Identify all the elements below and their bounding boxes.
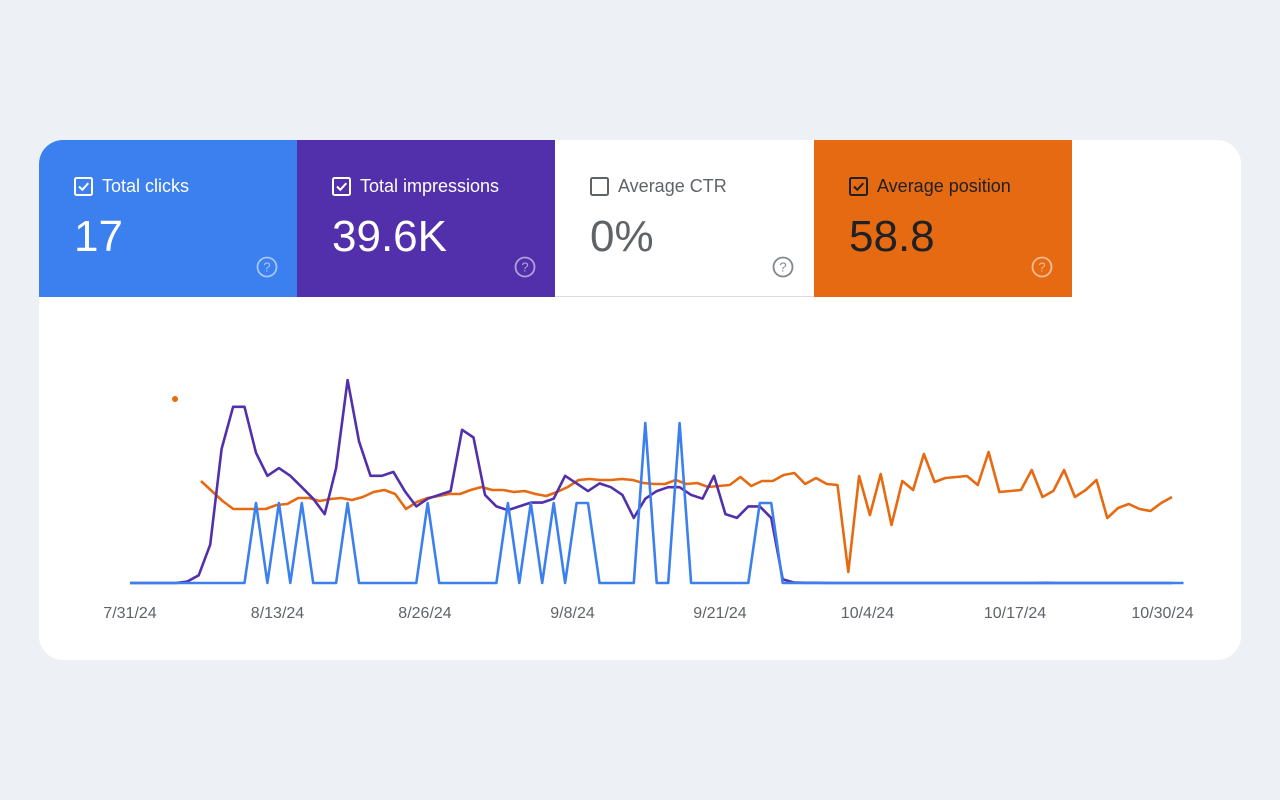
metric-total-impressions[interactable]: Total impressions 39.6K ? <box>297 140 555 297</box>
series-point <box>172 396 178 402</box>
metric-value: 0% <box>590 212 654 261</box>
performance-card: Total clicks 17 ? Total impressions 39.6… <box>39 140 1241 660</box>
x-tick-label: 10/30/24 <box>1131 605 1193 622</box>
x-tick-label: 8/26/24 <box>398 605 451 622</box>
checkbox-unchecked-icon[interactable] <box>590 177 609 196</box>
checkbox-checked-icon[interactable] <box>332 177 351 196</box>
metric-label: Total clicks <box>102 176 190 196</box>
svg-text:?: ? <box>779 260 786 275</box>
metric-total-clicks[interactable]: Total clicks 17 ? <box>39 140 297 297</box>
x-tick-label: 9/21/24 <box>693 605 746 622</box>
performance-chart: 7/31/24 8/13/24 8/26/24 9/8/24 9/21/24 10/4/2… <box>39 297 1241 660</box>
x-tick-label: 7/31/24 <box>103 605 156 622</box>
x-tick-label: 8/13/24 <box>251 605 304 622</box>
metric-label: Average CTR <box>618 176 727 196</box>
help-icon[interactable]: ? <box>256 256 278 278</box>
series-average-position <box>172 396 1173 574</box>
series-line <box>130 421 1184 585</box>
metric-label: Total impressions <box>360 176 500 196</box>
metric-value: 58.8 <box>849 212 935 261</box>
series-line <box>200 450 1173 574</box>
svg-text:?: ? <box>1038 260 1045 275</box>
help-icon[interactable]: ? <box>514 256 536 278</box>
line-chart: 7/31/24 8/13/24 8/26/24 9/8/24 9/21/24 10/4/2… <box>103 378 1194 622</box>
metric-label: Average position <box>877 176 1011 196</box>
svg-text:?: ? <box>263 260 270 275</box>
metric-average-position[interactable]: Average position 58.8 ? <box>814 140 1072 297</box>
svg-text:?: ? <box>521 260 528 275</box>
metric-average-ctr[interactable]: Average CTR 0% ? <box>555 140 814 297</box>
help-icon[interactable]: ? <box>772 256 794 278</box>
x-tick-label: 9/8/24 <box>550 605 595 622</box>
series-total-clicks <box>130 421 1184 585</box>
help-icon[interactable]: ? <box>1031 256 1053 278</box>
checkbox-checked-icon[interactable] <box>849 177 868 196</box>
metric-value: 39.6K <box>332 212 447 261</box>
x-tick-label: 10/17/24 <box>984 605 1046 622</box>
checkbox-checked-icon[interactable] <box>74 177 93 196</box>
x-tick-label: 10/4/24 <box>841 605 894 622</box>
metric-value: 17 <box>74 212 123 261</box>
metric-tabs: Total clicks 17 ? Total impressions 39.6… <box>39 140 1072 297</box>
